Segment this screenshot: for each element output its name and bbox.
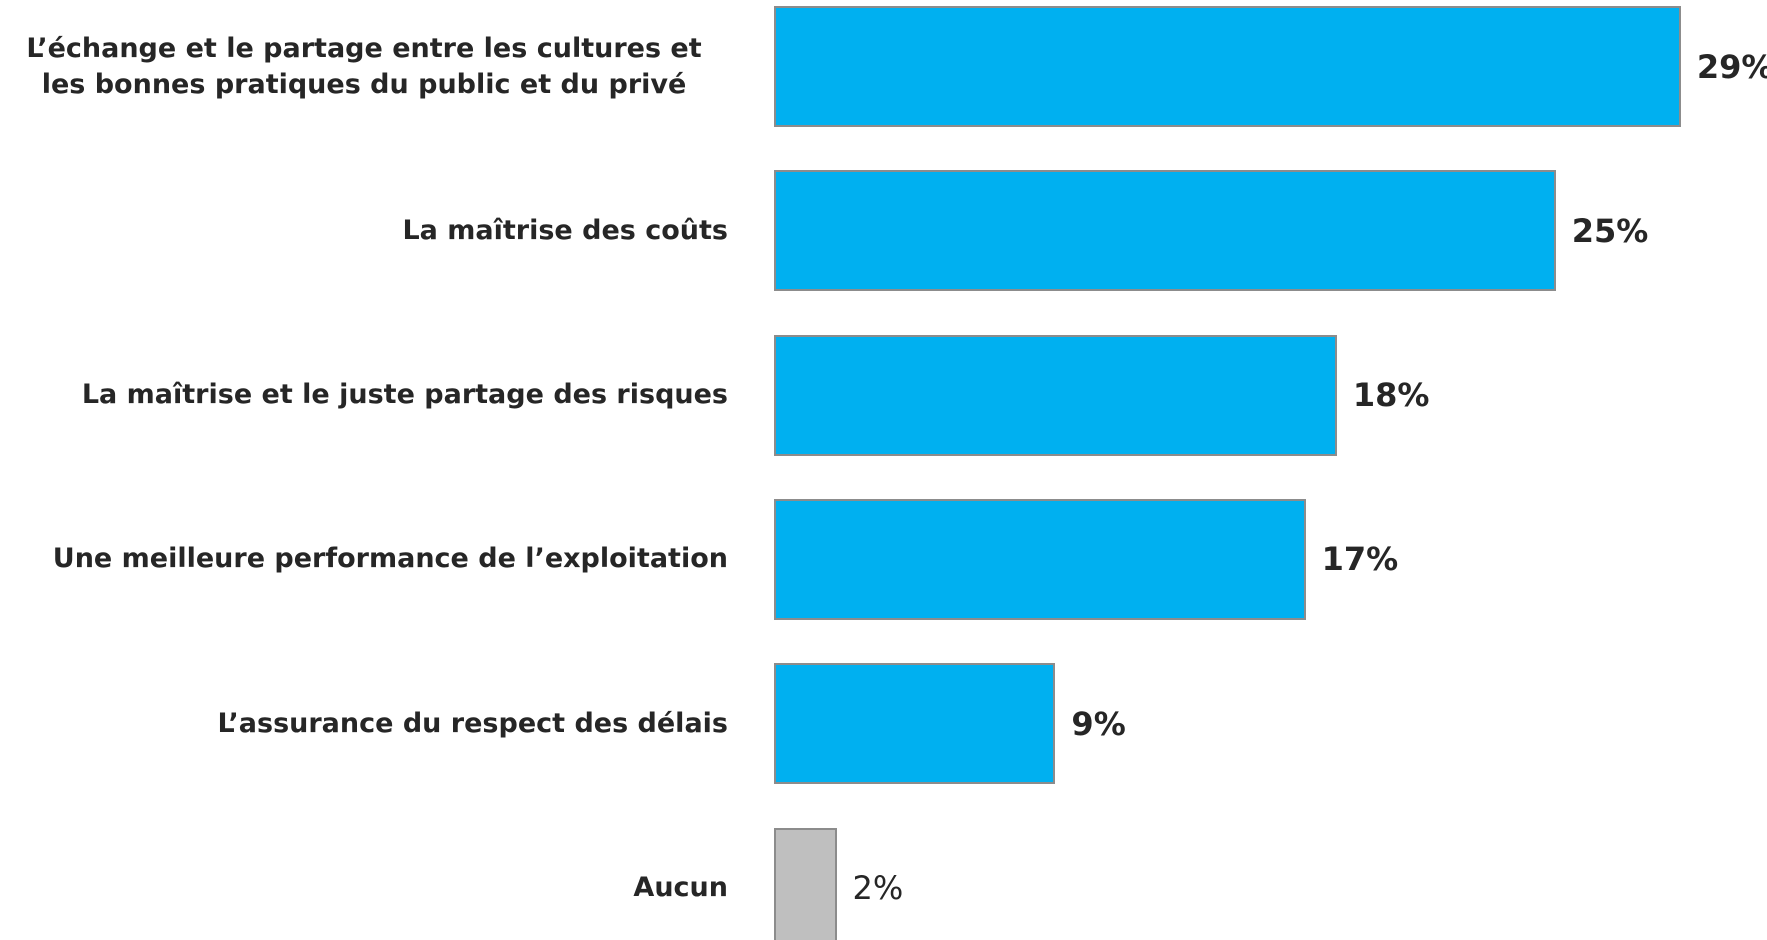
category-text: Une meilleure performance de l’exploitat…: [52, 543, 728, 575]
category-text: La maîtrise des coûts: [402, 214, 728, 246]
bar: [774, 334, 1337, 456]
category-label: Aucun: [0, 828, 728, 940]
bar: [774, 170, 1556, 292]
category-label: La maîtrise et le juste partage des risq…: [0, 335, 728, 456]
bar: [774, 6, 1681, 127]
value-label: 9%: [1071, 704, 1126, 743]
category-text: La maîtrise et le juste partage des risq…: [81, 379, 728, 411]
bar: [774, 663, 1056, 785]
category-text: Aucun: [633, 872, 728, 903]
bar: [774, 827, 837, 940]
value-label: 18%: [1352, 376, 1430, 415]
value-label: 29%: [1696, 47, 1767, 86]
category-label: Une meilleure performance de l’exploitat…: [0, 499, 728, 620]
value-label: 2%: [852, 869, 904, 907]
bar: [774, 498, 1306, 620]
category-label: L’échange et le partage entre les cultur…: [0, 6, 728, 127]
category-label: La maîtrise des coûts: [0, 170, 728, 291]
category-text: L’échange et le partage entre les cultur…: [26, 32, 702, 100]
value-label: 25%: [1571, 211, 1649, 250]
category-label: L’assurance du respect des délais: [0, 663, 728, 784]
category-text: L’assurance du respect des délais: [217, 707, 728, 739]
value-label: 17%: [1321, 540, 1399, 579]
